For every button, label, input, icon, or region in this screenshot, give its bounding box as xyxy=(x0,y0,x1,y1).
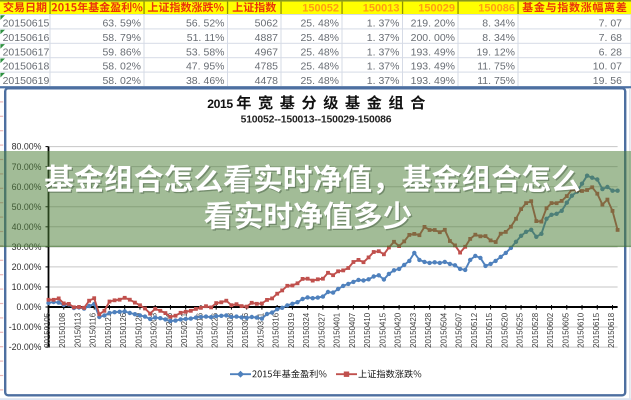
svg-text:20150311: 20150311 xyxy=(256,313,265,348)
svg-text:20150216: 20150216 xyxy=(195,312,204,348)
svg-text:510052--150013--150029-150086: 510052--150013--150029-150086 xyxy=(241,114,392,125)
svg-text:20150528: 20150528 xyxy=(531,312,540,348)
svg-text:1. 37%: 1. 37% xyxy=(367,46,400,58)
svg-text:56. 52%: 56. 52% xyxy=(186,18,225,30)
svg-text:25. 48%: 25. 48% xyxy=(300,61,339,73)
svg-text:20150407: 20150407 xyxy=(348,313,357,348)
svg-text:20150504: 20150504 xyxy=(439,312,448,348)
svg-text:20150610: 20150610 xyxy=(577,312,586,348)
svg-text:20150515: 20150515 xyxy=(485,312,494,348)
svg-text:1. 37%: 1. 37% xyxy=(367,32,400,44)
svg-text:1. 37%: 1. 37% xyxy=(367,75,400,87)
svg-text:8. 34%: 8. 34% xyxy=(482,18,515,30)
svg-text:20150206: 20150206 xyxy=(165,312,174,348)
svg-text:20150113: 20150113 xyxy=(73,312,82,347)
svg-text:20150525: 20150525 xyxy=(516,312,525,348)
svg-text:20150615: 20150615 xyxy=(3,18,50,30)
svg-text:20150319: 20150319 xyxy=(287,312,296,348)
svg-text:20150615: 20150615 xyxy=(592,312,601,348)
svg-text:20150512: 20150512 xyxy=(470,313,479,348)
svg-text:193. 49%: 193. 49% xyxy=(411,46,455,58)
svg-text:20150324: 20150324 xyxy=(302,312,311,348)
svg-text:150029: 150029 xyxy=(418,3,455,15)
svg-text:38. 46%: 38. 46% xyxy=(186,75,225,87)
svg-text:19. 56: 19. 56 xyxy=(593,75,622,87)
svg-text:4478: 4478 xyxy=(255,75,279,87)
svg-text:20150316: 20150316 xyxy=(272,312,281,348)
svg-text:20150410: 20150410 xyxy=(363,312,372,348)
svg-text:20150428: 20150428 xyxy=(424,312,433,348)
svg-text:20150211: 20150211 xyxy=(180,313,189,348)
svg-text:1. 37%: 1. 37% xyxy=(367,18,400,30)
svg-text:25. 48%: 25. 48% xyxy=(300,75,339,87)
svg-text:0.00%: 0.00% xyxy=(17,302,42,312)
svg-text:20150306: 20150306 xyxy=(241,312,250,348)
svg-text:80.00%: 80.00% xyxy=(12,142,42,152)
svg-text:6. 28: 6. 28 xyxy=(599,46,623,58)
svg-text:63. 59%: 63. 59% xyxy=(102,18,141,30)
svg-text:58. 02%: 58. 02% xyxy=(102,61,141,73)
svg-text:20150105: 20150105 xyxy=(43,312,52,348)
svg-text:25. 48%: 25. 48% xyxy=(300,46,339,58)
svg-text:4785: 4785 xyxy=(255,61,279,73)
svg-text:20150116: 20150116 xyxy=(89,312,98,347)
svg-text:58. 02%: 58. 02% xyxy=(102,75,141,87)
svg-text:20150619: 20150619 xyxy=(3,75,50,87)
svg-text:20150507: 20150507 xyxy=(455,313,464,348)
svg-text:11. 75%: 11. 75% xyxy=(477,61,515,73)
svg-text:20150520: 20150520 xyxy=(500,312,509,348)
svg-text:150052: 150052 xyxy=(302,3,339,15)
svg-text:20150605: 20150605 xyxy=(561,312,570,348)
svg-text:20150226: 20150226 xyxy=(211,312,220,348)
svg-text:219. 20%: 219. 20% xyxy=(411,18,455,30)
svg-text:20150121: 20150121 xyxy=(104,313,113,348)
svg-text:20150602: 20150602 xyxy=(546,313,555,348)
svg-text:20150420: 20150420 xyxy=(394,312,403,348)
svg-text:53. 58%: 53. 58% xyxy=(186,46,225,58)
svg-text:193. 49%: 193. 49% xyxy=(411,75,455,87)
svg-text:25. 48%: 25. 48% xyxy=(300,32,339,44)
svg-text:7. 68: 7. 68 xyxy=(599,32,623,44)
svg-text:8. 34%: 8. 34% xyxy=(482,32,515,44)
svg-text:200. 00%: 200. 00% xyxy=(411,32,455,44)
svg-text:19. 12%: 19. 12% xyxy=(476,46,515,58)
svg-text:4967: 4967 xyxy=(255,46,279,58)
svg-text:47. 95%: 47. 95% xyxy=(186,61,225,73)
svg-text:20150129: 20150129 xyxy=(134,312,143,348)
svg-text:20150401: 20150401 xyxy=(333,313,342,348)
svg-text:20150327: 20150327 xyxy=(317,313,326,348)
svg-text:2015: 2015 xyxy=(207,97,233,111)
svg-text:5062: 5062 xyxy=(255,18,279,30)
svg-text:20.00%: 20.00% xyxy=(12,262,42,272)
svg-text:193. 49%: 193. 49% xyxy=(411,61,455,73)
svg-text:20150617: 20150617 xyxy=(3,46,50,58)
svg-text:25. 48%: 25. 48% xyxy=(300,18,339,30)
svg-text:20150423: 20150423 xyxy=(409,312,418,348)
svg-text:59. 86%: 59. 86% xyxy=(102,46,141,58)
svg-text:20150303: 20150303 xyxy=(226,312,235,348)
svg-text:20150415: 20150415 xyxy=(378,312,387,348)
svg-text:20150108: 20150108 xyxy=(58,312,67,348)
svg-text:51. 11%: 51. 11% xyxy=(187,32,225,44)
svg-text:150086: 150086 xyxy=(478,3,515,15)
svg-text:-10.00%: -10.00% xyxy=(9,322,42,332)
svg-text:150013: 150013 xyxy=(363,3,400,15)
svg-text:10. 07: 10. 07 xyxy=(593,61,622,73)
svg-text:20150616: 20150616 xyxy=(3,32,50,44)
svg-text:4887: 4887 xyxy=(255,32,279,44)
svg-text:10.00%: 10.00% xyxy=(12,282,42,292)
svg-text:58. 79%: 58. 79% xyxy=(102,32,141,44)
svg-text:-20.00%: -20.00% xyxy=(9,342,42,352)
svg-text:11. 75%: 11. 75% xyxy=(477,75,515,87)
svg-text:7. 07: 7. 07 xyxy=(599,18,623,30)
svg-text:1. 37%: 1. 37% xyxy=(367,61,400,73)
svg-text:20150203: 20150203 xyxy=(150,312,159,348)
svg-text:20150618: 20150618 xyxy=(3,61,50,73)
svg-text:20150618: 20150618 xyxy=(607,312,616,348)
svg-text:20150126: 20150126 xyxy=(119,312,128,348)
